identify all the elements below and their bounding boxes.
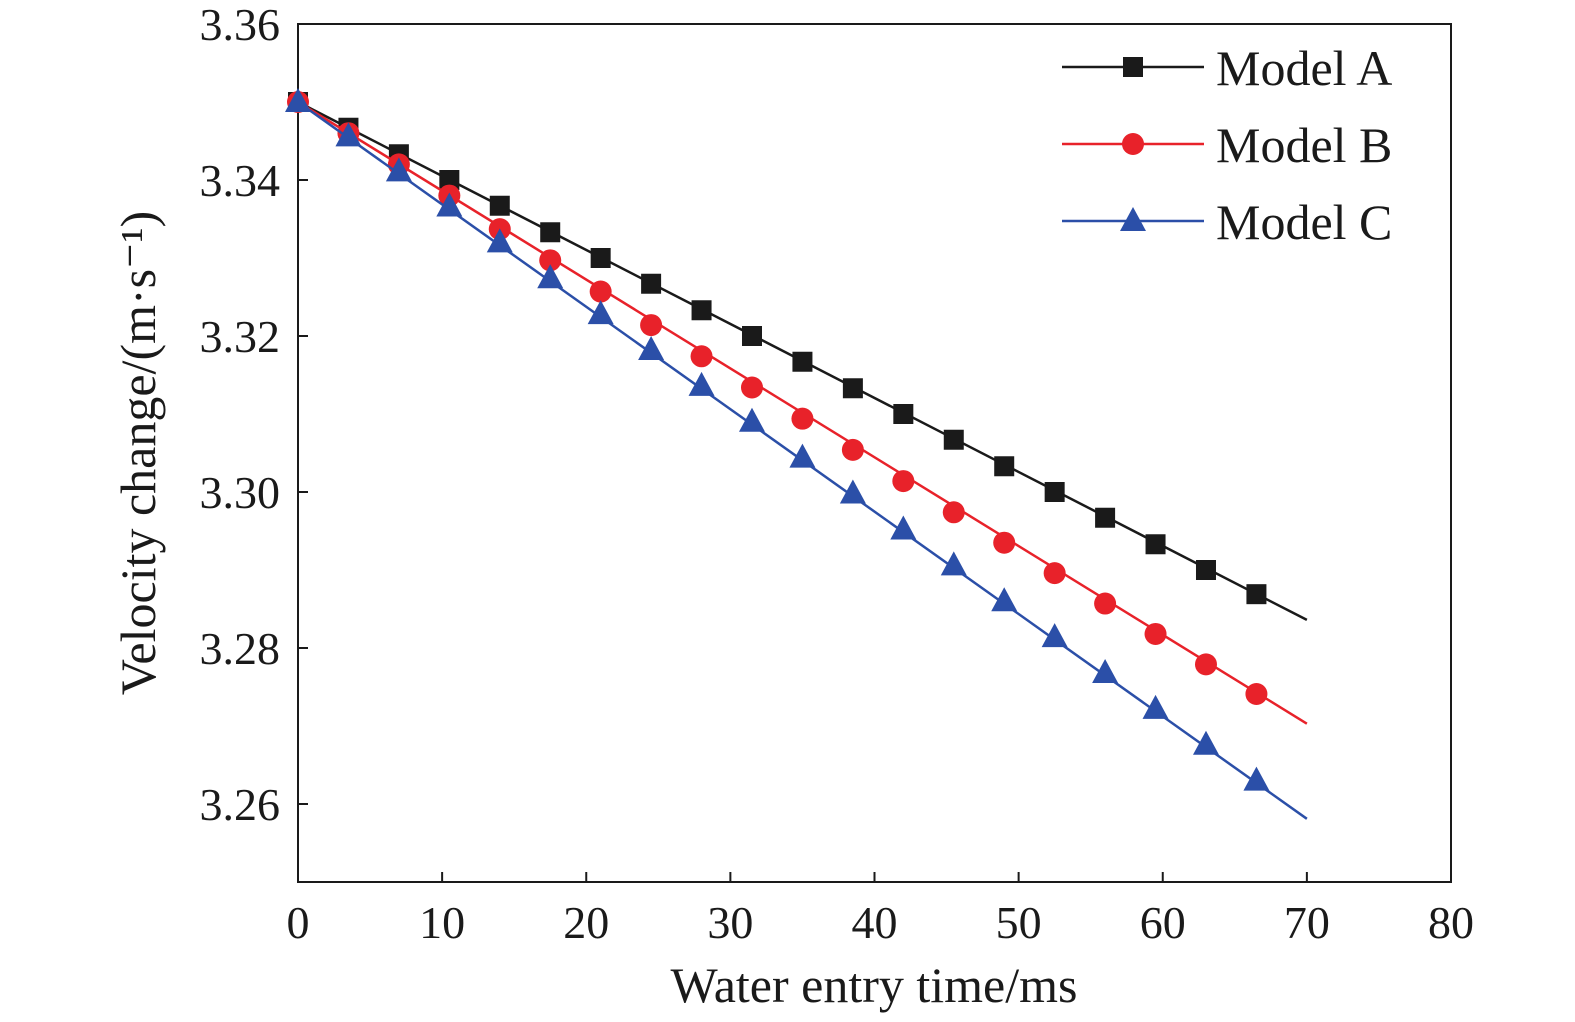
y-tick-label: 3.34 — [200, 155, 281, 206]
square-marker — [1145, 534, 1166, 555]
x-tick-label: 50 — [996, 897, 1042, 948]
square-marker — [741, 326, 762, 346]
square-marker — [1195, 560, 1216, 580]
y-axis-ticks: 3.26 3.28 3.30 3.32 3.34 3.36 — [200, 0, 308, 830]
series-square — [288, 92, 1308, 622]
x-tick-label: 60 — [1140, 897, 1186, 948]
circle-marker — [993, 531, 1016, 554]
square-marker — [943, 429, 964, 450]
x-axis-label: Water entry time/ms — [671, 957, 1078, 1013]
square-marker — [691, 300, 712, 321]
circle-marker — [1194, 653, 1217, 676]
square-marker — [994, 456, 1015, 477]
x-tick-label: 70 — [1284, 897, 1330, 948]
triangle-marker — [1120, 207, 1146, 231]
square-marker — [842, 378, 863, 399]
square-marker — [641, 273, 662, 294]
triangle-marker — [335, 122, 362, 147]
legend-label: Model C — [1216, 194, 1392, 250]
y-tick-label: 3.36 — [200, 0, 281, 50]
y-tick-label: 3.28 — [200, 623, 281, 674]
x-tick-label: 30 — [707, 897, 753, 948]
circle-marker — [841, 438, 864, 461]
legend: Model A Model B Model C — [1062, 40, 1392, 250]
circle-marker — [1122, 133, 1144, 155]
circle-marker — [1245, 683, 1268, 706]
triangle-marker — [1243, 766, 1270, 791]
triangle-marker — [1192, 730, 1219, 755]
square-marker — [893, 404, 914, 424]
triangle-marker — [839, 479, 866, 504]
legend-label: Model A — [1216, 40, 1392, 96]
y-tick-label: 3.32 — [200, 311, 281, 362]
legend-label: Model B — [1216, 117, 1392, 173]
x-tick-label: 80 — [1428, 897, 1474, 948]
circle-marker — [942, 501, 965, 524]
y-axis-label: Velocity change/(m·s⁻¹) — [110, 211, 166, 695]
triangle-marker — [991, 587, 1018, 612]
circle-marker — [589, 280, 612, 303]
x-tick-label: 10 — [419, 897, 465, 948]
circle-marker — [740, 376, 763, 399]
circle-marker — [640, 314, 663, 337]
square-marker — [1123, 57, 1143, 77]
circle-marker — [690, 345, 713, 368]
circle-marker — [539, 249, 562, 272]
y-tick-label: 3.30 — [200, 467, 281, 518]
square-marker — [792, 351, 813, 372]
square-marker — [1246, 584, 1267, 605]
x-tick-label: 0 — [287, 897, 310, 948]
triangle-marker — [587, 300, 614, 325]
triangle-marker — [688, 371, 715, 396]
x-axis-ticks: 0 10 20 30 40 50 60 70 80 — [287, 872, 1474, 948]
square-marker — [489, 195, 510, 216]
triangle-marker — [436, 192, 463, 217]
circle-marker — [892, 470, 915, 493]
series-circle — [287, 91, 1308, 725]
square-marker — [439, 170, 460, 190]
square-marker — [540, 222, 561, 243]
square-marker — [1095, 507, 1116, 528]
series-triangle — [285, 88, 1308, 820]
triangle-marker — [638, 336, 665, 361]
triangle-marker — [486, 228, 513, 253]
x-tick-label: 20 — [563, 897, 609, 948]
triangle-marker — [890, 515, 917, 540]
square-marker — [1044, 482, 1065, 502]
triangle-marker — [738, 407, 765, 432]
series-layer — [285, 88, 1308, 820]
circle-marker — [1144, 622, 1167, 645]
x-tick-label: 40 — [852, 897, 898, 948]
triangle-marker — [1092, 658, 1119, 683]
triangle-marker — [285, 88, 311, 112]
triangle-marker — [1041, 623, 1068, 648]
triangle-marker — [940, 551, 967, 576]
circle-marker — [1094, 592, 1117, 615]
triangle-marker — [385, 157, 412, 182]
triangle-marker — [1142, 694, 1169, 719]
circle-marker — [1043, 562, 1066, 585]
square-marker — [590, 248, 611, 268]
circle-marker — [791, 407, 814, 430]
y-tick-label: 3.26 — [200, 779, 281, 830]
triangle-marker — [537, 264, 564, 289]
triangle-marker — [789, 443, 816, 468]
